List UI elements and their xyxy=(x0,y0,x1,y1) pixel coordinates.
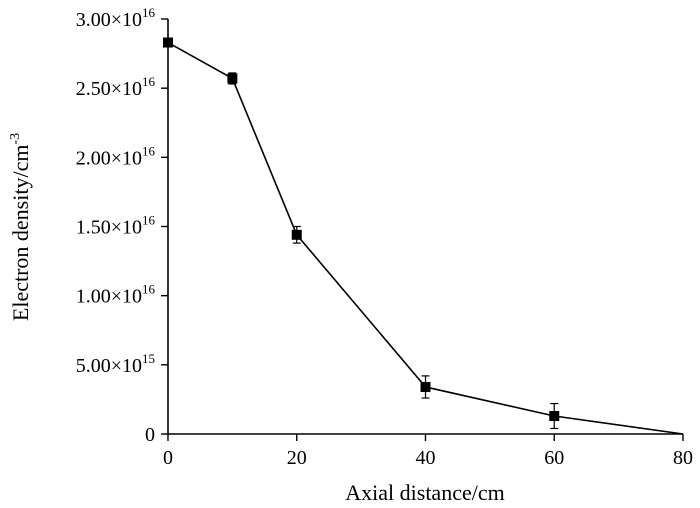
y-tick-label: 0 xyxy=(145,424,155,446)
x-tick-label: 80 xyxy=(673,447,693,469)
axes: 0 5.00×1015 1.00×1016 1.50×1016 2.00×1016 2.5… xyxy=(76,5,693,469)
y-tick-label: 1.00×1016 xyxy=(76,282,156,308)
y-tick-label: 3.00×1016 xyxy=(76,5,156,31)
y-tick-label: 1.50×1016 xyxy=(76,213,156,239)
y-tick-label: 5.00×1015 xyxy=(76,351,155,377)
plot-area xyxy=(163,37,684,435)
y-axis-title: Electron density/cm-3 xyxy=(8,133,33,321)
x-tick-label: 0 xyxy=(163,447,173,469)
x-tick-label: 40 xyxy=(416,447,436,469)
data-point xyxy=(291,229,302,240)
y-tick-label: 2.50×1016 xyxy=(76,74,156,100)
series-line xyxy=(167,41,684,435)
x-axis-title: Axial distance/cm xyxy=(345,480,504,505)
data-point xyxy=(549,411,560,422)
data-point xyxy=(420,381,431,392)
data-point xyxy=(227,73,238,84)
data-point xyxy=(163,37,173,48)
x-tick-label: 60 xyxy=(544,447,564,469)
y-tick-label: 2.00×1016 xyxy=(76,143,156,169)
x-tick-label: 20 xyxy=(287,447,307,469)
